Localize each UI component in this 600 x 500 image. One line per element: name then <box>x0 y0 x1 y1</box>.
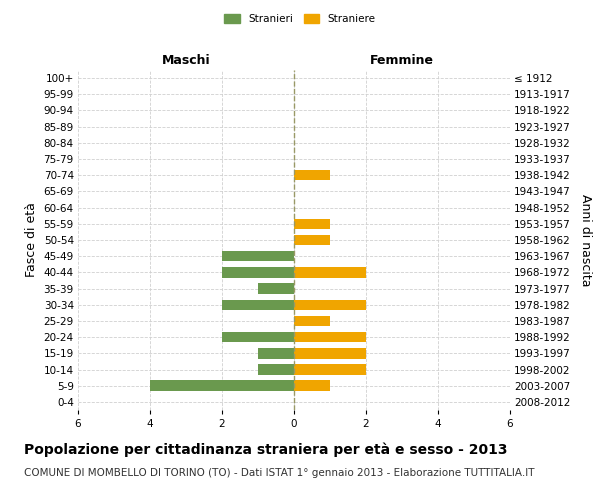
Text: Maschi: Maschi <box>161 54 211 67</box>
Bar <box>294 380 330 391</box>
Text: Popolazione per cittadinanza straniera per età e sesso - 2013: Popolazione per cittadinanza straniera p… <box>24 442 508 457</box>
Text: COMUNE DI MOMBELLO DI TORINO (TO) - Dati ISTAT 1° gennaio 2013 - Elaborazione TU: COMUNE DI MOMBELLO DI TORINO (TO) - Dati… <box>24 468 535 478</box>
Bar <box>222 251 294 262</box>
Bar <box>294 300 366 310</box>
Bar <box>222 332 294 342</box>
Y-axis label: Anni di nascita: Anni di nascita <box>579 194 592 286</box>
Legend: Stranieri, Straniere: Stranieri, Straniere <box>220 10 380 29</box>
Bar <box>222 300 294 310</box>
Bar <box>150 380 294 391</box>
Y-axis label: Fasce di età: Fasce di età <box>25 202 38 278</box>
Bar <box>294 332 366 342</box>
Bar <box>294 267 366 278</box>
Text: Femmine: Femmine <box>370 54 434 67</box>
Bar <box>258 348 294 358</box>
Bar <box>294 170 330 180</box>
Bar <box>294 348 366 358</box>
Bar <box>294 234 330 246</box>
Bar <box>294 218 330 229</box>
Bar <box>294 364 366 375</box>
Bar <box>294 316 330 326</box>
Bar <box>258 284 294 294</box>
Bar <box>258 364 294 375</box>
Bar <box>222 267 294 278</box>
